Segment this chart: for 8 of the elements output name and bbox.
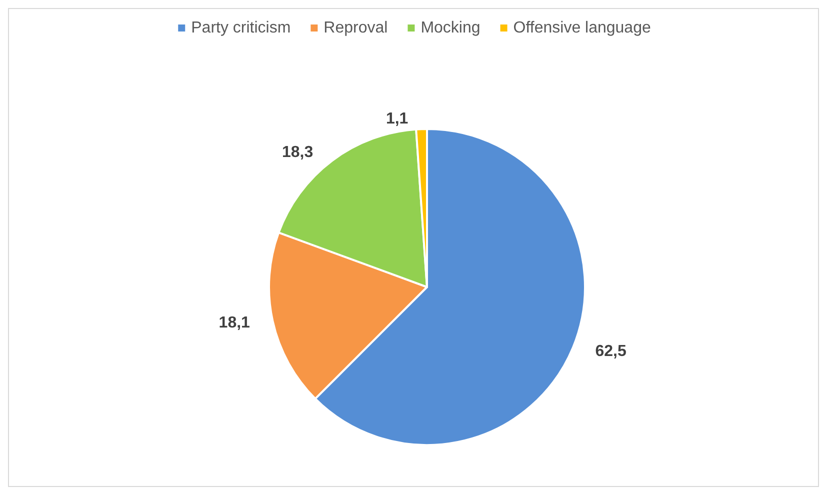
data-label: 18,1: [218, 314, 250, 332]
data-label: 18,3: [282, 144, 314, 162]
data-label: 1,1: [386, 110, 408, 128]
legend-label: Offensive language: [513, 20, 651, 36]
legend-label: Reproval: [324, 20, 388, 36]
legend-label: Mocking: [420, 20, 480, 36]
legend-label: Party criticism: [191, 20, 291, 36]
data-label: 62,5: [595, 342, 626, 360]
